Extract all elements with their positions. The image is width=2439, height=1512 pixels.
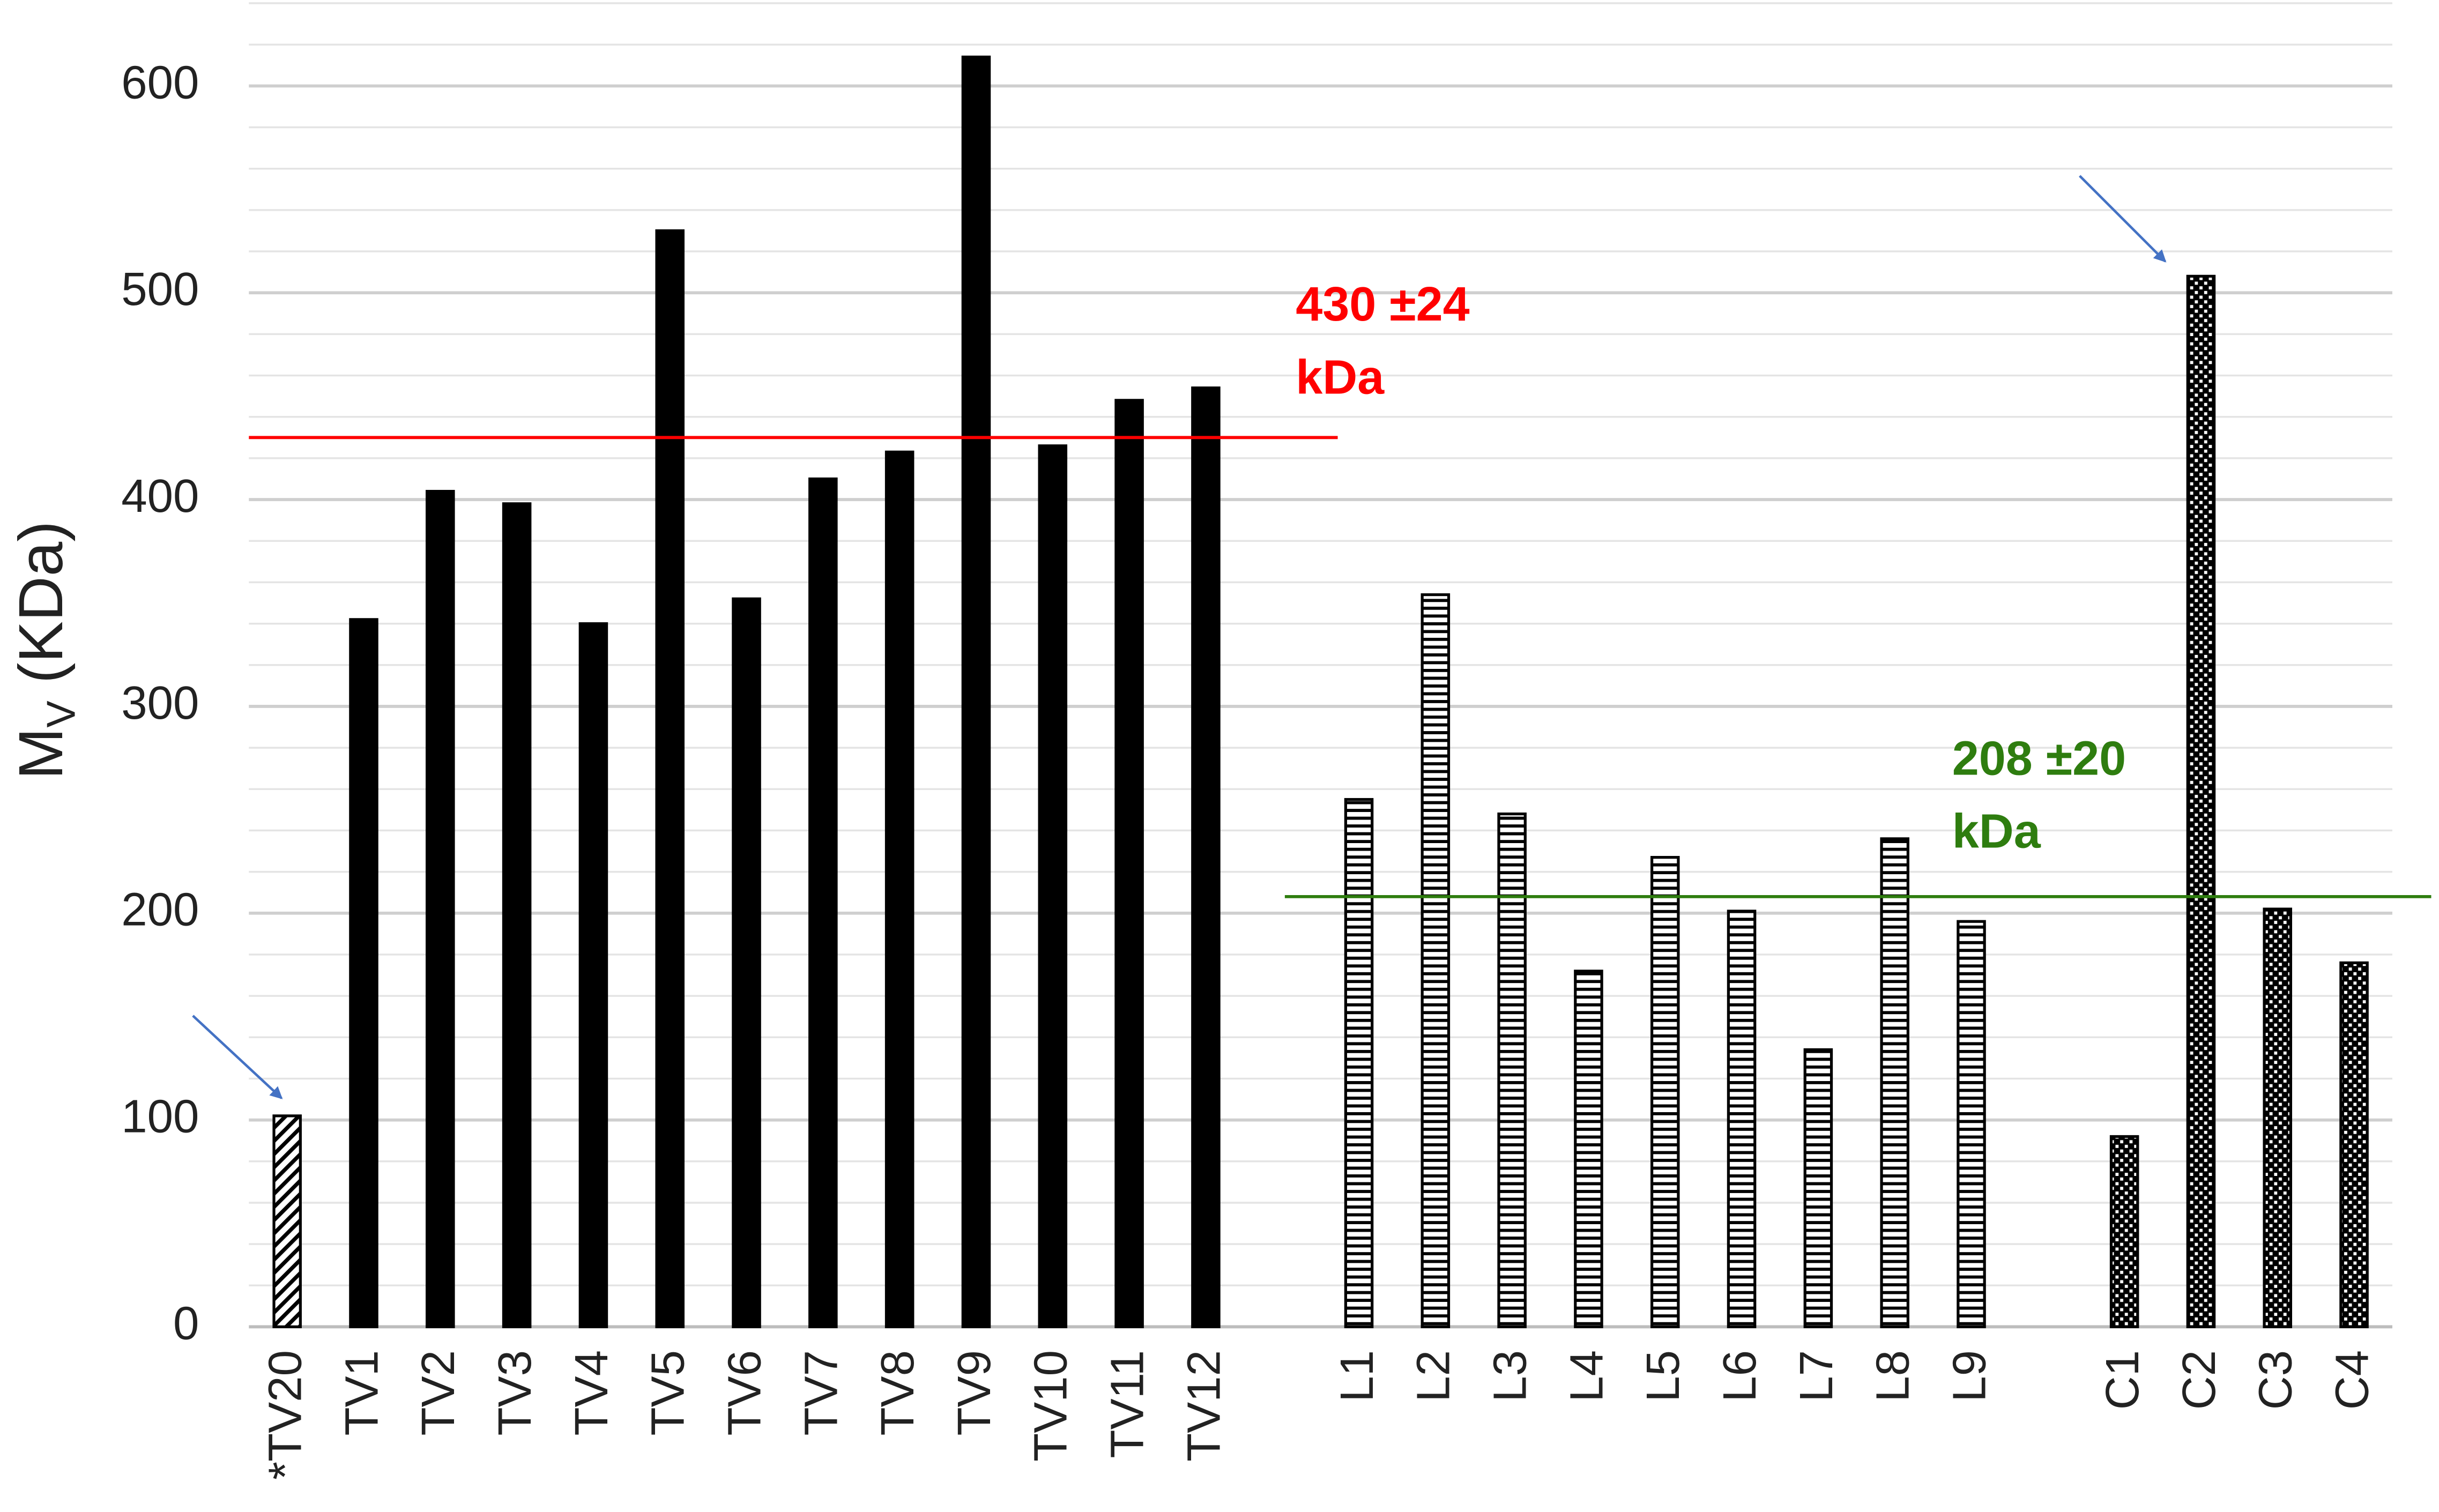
bar	[1650, 855, 1680, 1329]
bar	[1727, 910, 1757, 1329]
reference-label: kDa	[1296, 351, 1385, 404]
x-tick-label: L3	[1484, 1350, 1536, 1402]
labels: 0 100 200 300 400 500 600 *TV20 TV1 TV2 TV3 TV4 TV5 T…	[121, 56, 2378, 1480]
bar	[1114, 399, 1144, 1329]
bar	[1344, 798, 1374, 1329]
bar	[349, 618, 378, 1329]
x-tick-label: L4	[1560, 1350, 1612, 1402]
reference-lines: 430 ±24 kDa 208 ±20 kDa	[249, 278, 2431, 898]
y-tick-label: 100	[121, 1091, 199, 1143]
bar	[1038, 444, 1068, 1329]
bar	[2186, 274, 2216, 1329]
x-tick-label: TV11	[1101, 1350, 1153, 1458]
y-tick-label: 0	[173, 1297, 199, 1349]
x-tick-label: TV4	[566, 1350, 618, 1436]
bar	[1803, 1048, 1833, 1329]
x-tick-label: TV10	[1025, 1350, 1077, 1462]
x-tick-label: TV3	[489, 1350, 541, 1436]
y-tick-label: 200	[121, 884, 199, 936]
y-tick-label: 300	[121, 677, 199, 729]
bar	[808, 477, 838, 1329]
x-tick-label: L2	[1408, 1350, 1460, 1402]
bar	[1191, 386, 1221, 1329]
x-tick-label: TV5	[642, 1350, 694, 1436]
reference-label: 208 ±20	[1952, 732, 2126, 785]
bar	[272, 1114, 302, 1329]
bar	[426, 490, 455, 1329]
bar	[961, 55, 991, 1329]
bar	[578, 622, 608, 1329]
x-tick-label: L8	[1867, 1350, 1919, 1402]
y-tick-label: 400	[121, 470, 199, 522]
x-tick-label: TV12	[1178, 1350, 1230, 1462]
reference-label: 430 ±24	[1296, 278, 1469, 331]
x-tick-label: L5	[1637, 1350, 1689, 1402]
x-tick-label: *TV20	[259, 1350, 311, 1480]
x-tick-label: L9	[1943, 1350, 1995, 1402]
bar	[1421, 593, 1451, 1329]
grid	[249, 2, 2392, 1329]
bar	[2339, 961, 2369, 1329]
x-tick-label: L6	[1714, 1350, 1766, 1402]
x-tick-label: TV8	[872, 1350, 924, 1436]
bar	[2263, 907, 2293, 1329]
x-tick-label: C2	[2173, 1350, 2225, 1410]
bar	[2109, 1135, 2139, 1329]
bar	[502, 502, 532, 1329]
bars	[272, 55, 2369, 1329]
bar	[1574, 970, 1603, 1329]
y-axis-title-sub: V	[38, 701, 83, 727]
y-axis-title-rest: (KDa)	[6, 521, 76, 701]
y-axis-title-main: M	[6, 728, 76, 780]
y-tick-label: 600	[121, 56, 199, 108]
x-tick-label: L1	[1331, 1350, 1383, 1402]
x-tick-label: C4	[2326, 1350, 2378, 1410]
reference-label: kDa	[1952, 805, 2041, 859]
x-tick-label: TV1	[336, 1350, 388, 1436]
bar	[1880, 837, 1909, 1329]
x-tick-label: TV6	[718, 1350, 770, 1436]
bar	[1957, 920, 1986, 1329]
x-tick-label: L7	[1790, 1350, 1842, 1402]
y-axis-title: MV (KDa)	[6, 521, 83, 779]
x-tick-label: C3	[2250, 1350, 2302, 1410]
arrow	[2079, 175, 2167, 263]
y-tick-label: 500	[121, 263, 199, 315]
x-tick-label: TV9	[948, 1350, 1000, 1436]
bar	[1497, 812, 1527, 1329]
bar	[884, 450, 914, 1329]
x-tick-label: C1	[2096, 1350, 2148, 1410]
x-tick-label: TV7	[795, 1350, 847, 1436]
bar	[732, 597, 761, 1329]
arrow	[192, 1015, 283, 1099]
bar	[655, 229, 685, 1329]
x-tick-label: TV2	[412, 1350, 464, 1436]
